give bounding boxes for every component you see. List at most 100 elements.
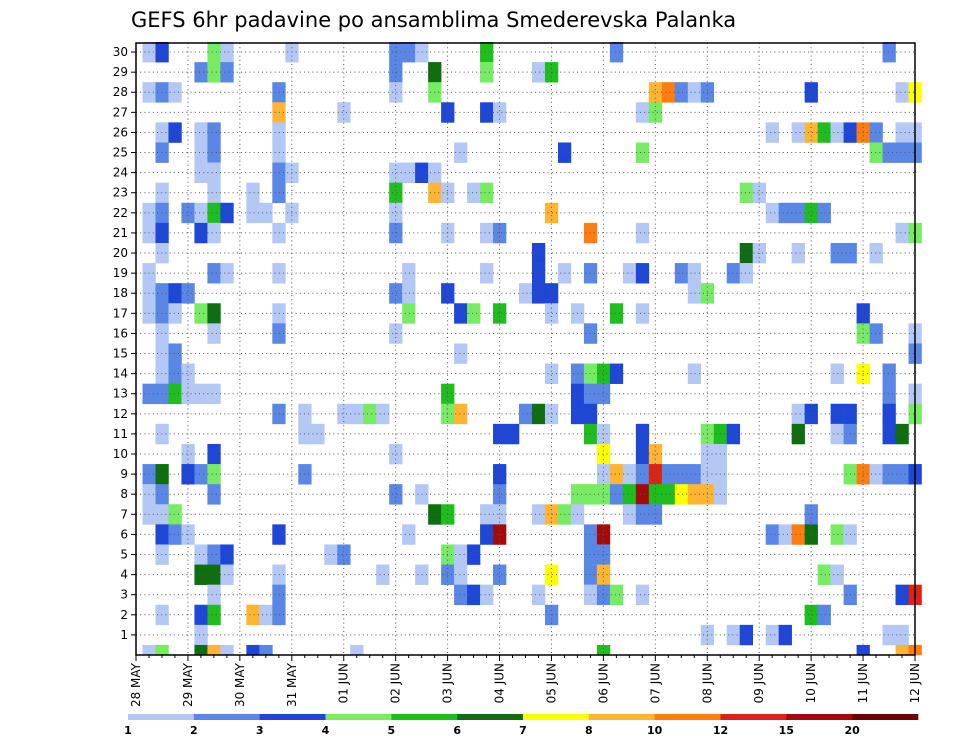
heatmap-cell (194, 122, 208, 143)
y-tick-label: 30 (113, 45, 128, 59)
x-tick-label: 04 JUN (493, 663, 507, 703)
heatmap-cell (622, 464, 637, 485)
heatmap-cell (544, 564, 559, 585)
heatmap-cell (830, 363, 844, 384)
heatmap-cell (648, 484, 663, 505)
x-tick-label: 12 JUN (908, 663, 922, 703)
heatmap-cell (168, 82, 182, 103)
y-tick-label: 13 (113, 387, 128, 401)
colorbar-label: 12 (713, 724, 728, 737)
heatmap-cell (246, 644, 260, 656)
colorbar-swatch (457, 714, 524, 720)
heatmap-cell (687, 363, 702, 384)
heatmap-cell (635, 423, 650, 445)
heatmap-cell (635, 222, 650, 244)
y-tick-label: 14 (113, 367, 128, 381)
y-tick-label: 15 (113, 347, 128, 361)
y-tick-label: 5 (120, 548, 128, 562)
colorbar: 1 2 3 4 5 6 7 8 10 12 15 20 (124, 714, 919, 737)
heatmap-cell (674, 82, 689, 103)
heatmap-cell (895, 222, 909, 244)
heatmap-cell (337, 403, 351, 425)
heatmap-cell (168, 303, 182, 324)
y-tick-label: 16 (113, 326, 128, 340)
heatmap-cell (389, 283, 403, 304)
heatmap-cell (207, 122, 221, 143)
heatmap-cell (207, 303, 221, 324)
heatmap-cell (389, 62, 403, 83)
heatmap-cell (493, 564, 507, 585)
heatmap-cell (519, 403, 533, 425)
heatmap-cell (246, 182, 260, 204)
colorbar-swatch (259, 714, 326, 720)
heatmap-cell (895, 464, 909, 485)
heatmap-cell (531, 242, 546, 264)
heatmap-cell (402, 303, 416, 324)
colorbar-label: 1 (124, 724, 132, 737)
heatmap-cell (596, 443, 611, 465)
heatmap-cell (480, 222, 494, 244)
heatmap-cell (155, 644, 169, 656)
heatmap-cell (246, 604, 260, 626)
heatmap-cell (609, 303, 624, 324)
heatmap-cell (194, 303, 208, 324)
heatmap-cell (480, 62, 494, 83)
heatmap-cell (454, 303, 468, 324)
heatmap-cell (402, 42, 416, 63)
x-tick-label: 01 JUN (337, 663, 351, 703)
y-tick-label: 1 (120, 628, 128, 642)
y-tick-label: 29 (113, 65, 128, 79)
heatmap-cell (531, 584, 546, 606)
heatmap-cell (804, 202, 818, 224)
heatmap-cell (181, 283, 195, 304)
y-tick-label: 22 (113, 206, 128, 220)
heatmap-cell (207, 383, 221, 405)
heatmap-cell (493, 102, 507, 123)
y-tick-label: 6 (120, 527, 128, 541)
colorbar-label: 10 (647, 724, 663, 737)
heatmap-cell (752, 182, 766, 204)
heatmap-cell (635, 484, 650, 505)
heatmap-cell (493, 464, 507, 485)
heatmap-cell (194, 564, 208, 585)
heatmap-cell (765, 202, 779, 224)
heatmap-cell (778, 624, 792, 646)
heatmap-cell (207, 464, 221, 485)
heatmap-cell (544, 283, 559, 304)
heatmap-cell (480, 584, 494, 606)
heatmap-cell (480, 524, 494, 545)
heatmap-cell (194, 624, 208, 646)
x-tick-label: 06 JUN (596, 663, 610, 703)
colorbar-swatch (391, 714, 458, 720)
heatmap-cell (207, 62, 221, 83)
heatmap-cell (480, 42, 494, 63)
heatmap-cell (648, 102, 663, 123)
heatmap-cell (778, 524, 792, 545)
heatmap-cell (207, 202, 221, 224)
heatmap-cell (194, 383, 208, 405)
heatmap-cell (882, 423, 896, 445)
y-tick-label: 4 (120, 568, 128, 582)
y-tick-label: 11 (113, 427, 128, 441)
heatmap-cell (544, 303, 559, 324)
x-tick-label: 30 MAY (233, 662, 247, 707)
heatmap-cell (519, 283, 533, 304)
heatmap-cell (467, 303, 481, 324)
heatmap-cell (661, 82, 676, 103)
y-tick-label: 26 (113, 125, 128, 139)
heatmap-cell (207, 162, 221, 183)
heatmap-cell (168, 524, 182, 545)
y-tick-label: 12 (113, 407, 128, 421)
heatmap-cell (454, 343, 468, 364)
heatmap-cell (168, 363, 182, 384)
heatmap-cell (142, 644, 156, 656)
heatmap-cell (882, 363, 896, 384)
heatmap-cell (207, 42, 221, 63)
heatmap-cell (168, 383, 182, 405)
heatmap-cell (350, 644, 364, 656)
heatmap-cell (687, 484, 702, 505)
heatmap-cell (635, 464, 650, 485)
heatmap-cell (635, 504, 650, 525)
x-tick-label: 07 JUN (648, 663, 662, 703)
